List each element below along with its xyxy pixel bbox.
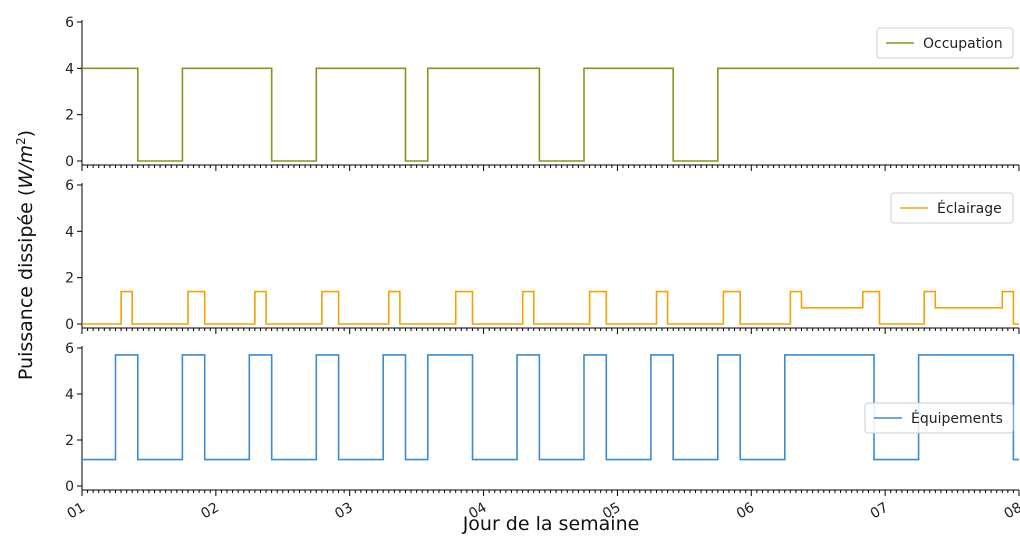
series-line	[82, 354, 1019, 461]
x-axis: 01 02 03 04 05 06 07 08	[65, 500, 1020, 523]
series-line	[82, 67, 1019, 162]
x-tick-label: 04	[466, 500, 490, 523]
y-tick-label: 2	[65, 271, 74, 287]
y-tick-label: 2	[65, 108, 74, 124]
x-tick-label: 05	[600, 500, 623, 523]
y-tick-label: 4	[65, 387, 74, 403]
y-tick-label: 0	[65, 317, 74, 333]
y-tick-label: 0	[65, 479, 74, 495]
y-tick-label: 2	[65, 433, 74, 449]
x-tick-label: 06	[734, 500, 758, 523]
legend-label: Éclairage	[937, 200, 1002, 217]
y-tick-label: 0	[65, 154, 74, 170]
y-tick-label: 4	[65, 61, 74, 77]
x-tick-label: 08	[1002, 500, 1020, 523]
legend-label: Occupation	[923, 36, 1003, 52]
x-tick-label: 02	[198, 500, 221, 523]
y-axis-title: Puissance dissipée (W/m2)	[14, 130, 37, 380]
series-line	[82, 290, 1019, 325]
x-tick-label: 01	[65, 500, 88, 523]
legend: Équipements	[864, 402, 1014, 434]
legend-label: Équipements	[911, 410, 1003, 427]
x-tick-label: 07	[868, 500, 891, 523]
y-tick-label: 4	[65, 224, 74, 240]
y-tick-label: 6	[65, 178, 74, 194]
y-tick-label: 6	[65, 341, 74, 357]
legend-box	[876, 27, 1014, 59]
legend-box	[864, 402, 1014, 434]
legend-box	[890, 192, 1014, 224]
panel-3: 0 2 4 6 Équipements	[65, 341, 1020, 496]
panel-2: 0 2 4 6 Éclairage	[65, 178, 1020, 334]
x-tick-label: 03	[332, 500, 355, 523]
chart-panels: 0 2 4 6 Occupation 0 2 4 6 Éclairage 0 2 4 6 Équipemen…	[65, 15, 1020, 496]
panel-1: 0 2 4 6 Occupation	[65, 15, 1020, 171]
legend: Occupation	[876, 27, 1014, 59]
x-axis-title: Jour de la semaine	[462, 513, 640, 535]
y-tick-label: 6	[65, 15, 74, 31]
legend: Éclairage	[890, 192, 1014, 224]
